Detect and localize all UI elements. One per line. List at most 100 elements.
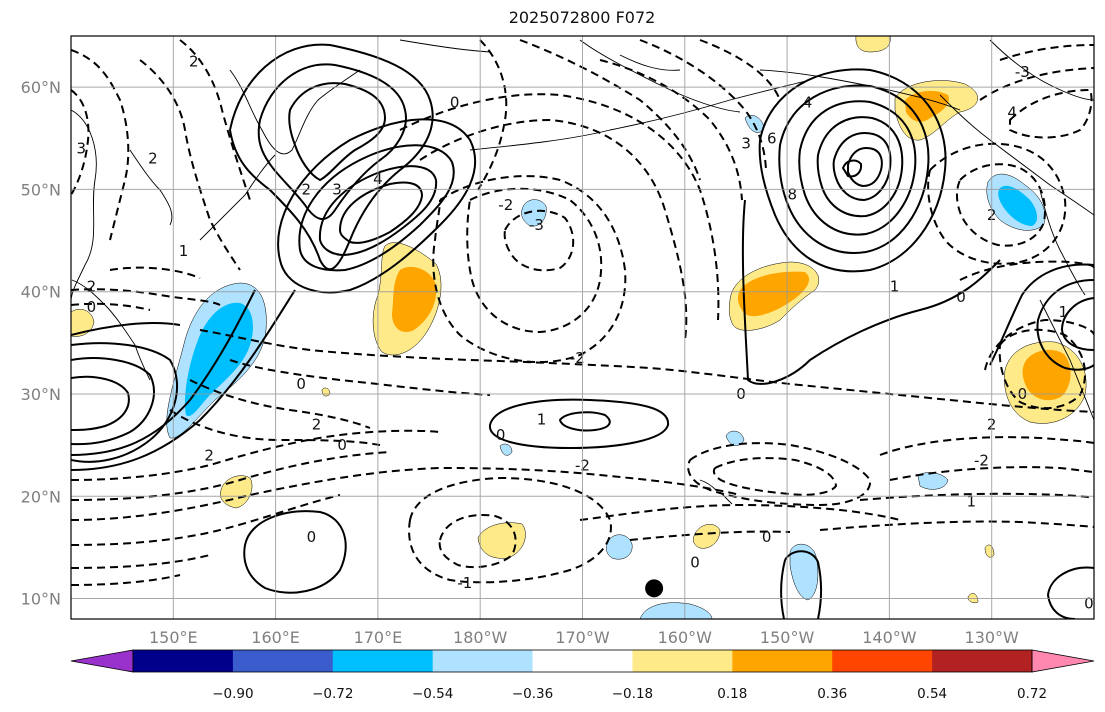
contour-label: 1 bbox=[179, 242, 189, 260]
colorbar-label: 0.54 bbox=[917, 686, 947, 702]
contour-solid-high-4 bbox=[338, 181, 424, 244]
contour-dashed-ca-outer bbox=[959, 260, 1094, 281]
lon-tick-label: 140°W bbox=[862, 628, 917, 647]
contour-dashed-mid-6 bbox=[71, 451, 391, 501]
contour-label: 6 bbox=[767, 129, 777, 147]
contour-solid-ca-3 bbox=[1060, 297, 1094, 351]
shade-yellow-top bbox=[855, 36, 891, 53]
coast-asia bbox=[71, 109, 97, 301]
colorbar-label: −0.36 bbox=[512, 686, 553, 702]
contour-dashed-west-2 bbox=[71, 302, 151, 311]
contour-solid-ca-2 bbox=[1036, 279, 1094, 371]
shade-light-blue-small-2 bbox=[917, 472, 949, 490]
contour-dashed-mid-4 bbox=[169, 409, 381, 446]
coast-north bbox=[399, 39, 681, 71]
longitude-labels: 150°E 160°E 170°E 180°W 170°W 160°W 150°W 140°W… bbox=[149, 628, 1019, 647]
lon-tick-label: 150°W bbox=[760, 628, 815, 647]
shade-orange-155w bbox=[737, 271, 810, 317]
contour-dashed-160w-1 bbox=[579, 503, 901, 521]
contour-solid-sw-zero bbox=[243, 510, 347, 594]
contour-solid-west-long-2 bbox=[71, 289, 256, 456]
contour-dashed-low-180-3 bbox=[503, 209, 575, 272]
contour-solid-s150w-zero bbox=[780, 550, 822, 619]
contour-label: -2 bbox=[570, 349, 585, 367]
lat-tick-label: 20°N bbox=[21, 487, 61, 506]
lon-tick-label: 170°E bbox=[354, 628, 403, 647]
contour-label: 0 bbox=[296, 375, 306, 393]
shade-yellow-157w bbox=[693, 524, 721, 549]
contour-dashed-west-1 bbox=[71, 288, 221, 306]
contour-solid-se bbox=[1046, 566, 1094, 619]
colorbar-extend-high bbox=[1031, 649, 1095, 673]
contour-label: 8 bbox=[787, 186, 797, 204]
contour-solid-ridge-1 bbox=[228, 43, 434, 271]
contour-label: -3 bbox=[529, 216, 544, 234]
contour-solid-170w-one bbox=[558, 411, 611, 432]
contour-solid-eph-1 bbox=[758, 68, 947, 273]
contour-dashed-asia-2 bbox=[179, 39, 251, 201]
contour-label: 2 bbox=[87, 278, 97, 296]
contour-label: 1 bbox=[1059, 303, 1069, 321]
contour-label: -1 bbox=[457, 574, 472, 592]
shade-orange-170e bbox=[392, 266, 437, 333]
colorbar-segment bbox=[832, 650, 933, 672]
contour-solid-ridge-2 bbox=[257, 63, 407, 220]
contour-solid-high-1 bbox=[277, 118, 477, 294]
contour-label: 2 bbox=[204, 446, 214, 464]
contours-dashed bbox=[71, 39, 1094, 586]
contour-dashed-aleut-3 bbox=[519, 39, 701, 181]
contour-label: -2 bbox=[974, 451, 989, 469]
contour-label: 0 bbox=[450, 93, 460, 111]
contour-solid-low-west-3 bbox=[71, 375, 130, 431]
shade-light-blue-bottom bbox=[639, 602, 713, 619]
colorbar-frame bbox=[132, 649, 1033, 673]
contour-dashed-low-180-2 bbox=[466, 187, 603, 334]
colorbar-label: −0.72 bbox=[312, 686, 353, 702]
shade-light-blue-small-1 bbox=[725, 430, 745, 446]
contour-label: 0 bbox=[496, 426, 506, 444]
contour-dashed-175w-inner bbox=[438, 514, 517, 569]
contour-solid-west-long-1 bbox=[71, 289, 296, 471]
colorbar-label: 0.72 bbox=[1017, 686, 1047, 702]
shade-blue-180 bbox=[521, 199, 547, 227]
contour-label: 2 bbox=[15, 349, 25, 367]
contour-label: 3 bbox=[76, 140, 86, 158]
contour-solid-low-west-2 bbox=[71, 357, 155, 446]
lon-tick-label: 170°W bbox=[555, 628, 610, 647]
contour-dashed-low-180-1 bbox=[432, 175, 627, 364]
contour-dashed-asia-1 bbox=[139, 59, 241, 271]
contour-dashed-low-180-5 bbox=[399, 93, 720, 321]
lat-tick-label: 30°N bbox=[21, 385, 61, 404]
contour-dashed-aleut-4 bbox=[699, 39, 781, 101]
lat-tick-label: 40°N bbox=[21, 283, 61, 302]
contour-solid-ca-1 bbox=[989, 263, 1094, 366]
contour-solid-high-2 bbox=[298, 144, 455, 272]
contour-solid-eph-4 bbox=[816, 116, 904, 218]
shade-light-blue-165w bbox=[606, 534, 633, 560]
location-marker bbox=[645, 579, 664, 598]
contour-solid-low-west-1 bbox=[71, 322, 181, 463]
colorbar-label: 0.36 bbox=[817, 686, 847, 702]
contour-dashed-south-2 bbox=[71, 494, 341, 546]
shade-light-blue-small-3 bbox=[499, 443, 513, 456]
shade-orange-ca bbox=[1022, 349, 1071, 401]
contour-label: 2 bbox=[312, 416, 322, 434]
colorbar-label: −0.18 bbox=[612, 686, 653, 702]
map-title: 2025072800 F072 bbox=[508, 8, 656, 27]
contour-label: 1 bbox=[966, 492, 976, 510]
contour-dashed-south-4 bbox=[71, 574, 181, 586]
colorbar-segment bbox=[732, 650, 833, 672]
contour-solid-eph-zero bbox=[741, 199, 1001, 385]
contour-label: 3 bbox=[741, 134, 751, 152]
colorbar-label: −0.54 bbox=[412, 686, 453, 702]
contour-label: 1 bbox=[890, 278, 900, 296]
latitude-labels: 60°N 50°N 40°N 30°N 20°N 10°N bbox=[21, 78, 61, 608]
contour-label: 0 bbox=[1084, 595, 1094, 613]
contour-label: 2 bbox=[189, 53, 199, 71]
contour-label: 0 bbox=[762, 528, 772, 546]
contour-dashed-ca-low-2 bbox=[984, 318, 1094, 371]
colorbar-segment bbox=[232, 650, 334, 672]
colorbar-segment bbox=[932, 650, 1033, 672]
shade-light-blue-150w bbox=[789, 544, 819, 601]
